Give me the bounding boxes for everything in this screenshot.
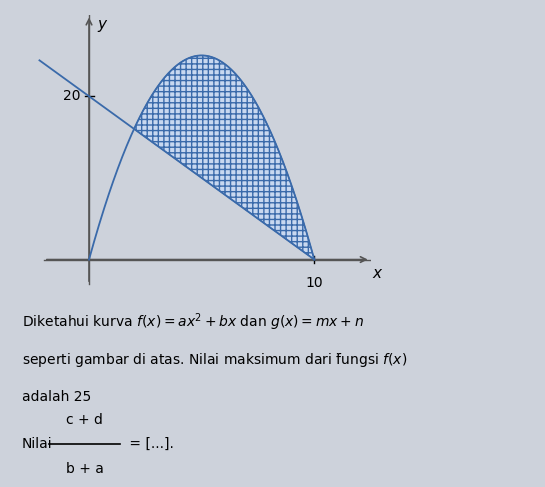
- Point: [46, 441, 52, 447]
- Text: y: y: [97, 17, 106, 32]
- Text: seperti gambar di atas. Nilai maksimum dari ḟungsi $f(x)$: seperti gambar di atas. Nilai maksimum d…: [22, 351, 407, 369]
- Text: 10: 10: [305, 276, 323, 290]
- Text: c + d: c + d: [66, 412, 103, 427]
- Text: x: x: [373, 266, 382, 281]
- Point: [117, 441, 123, 447]
- Text: = [...].: = [...].: [125, 437, 174, 451]
- Text: 20: 20: [63, 89, 80, 103]
- Text: Nilai: Nilai: [22, 437, 52, 451]
- Text: adalah 25: adalah 25: [22, 390, 91, 404]
- Text: Diketahui kurva $f(x) = ax^2 + bx$ dan $g(x) = mx + n$: Diketahui kurva $f(x) = ax^2 + bx$ dan $…: [22, 312, 364, 333]
- Text: b + a: b + a: [65, 462, 104, 476]
